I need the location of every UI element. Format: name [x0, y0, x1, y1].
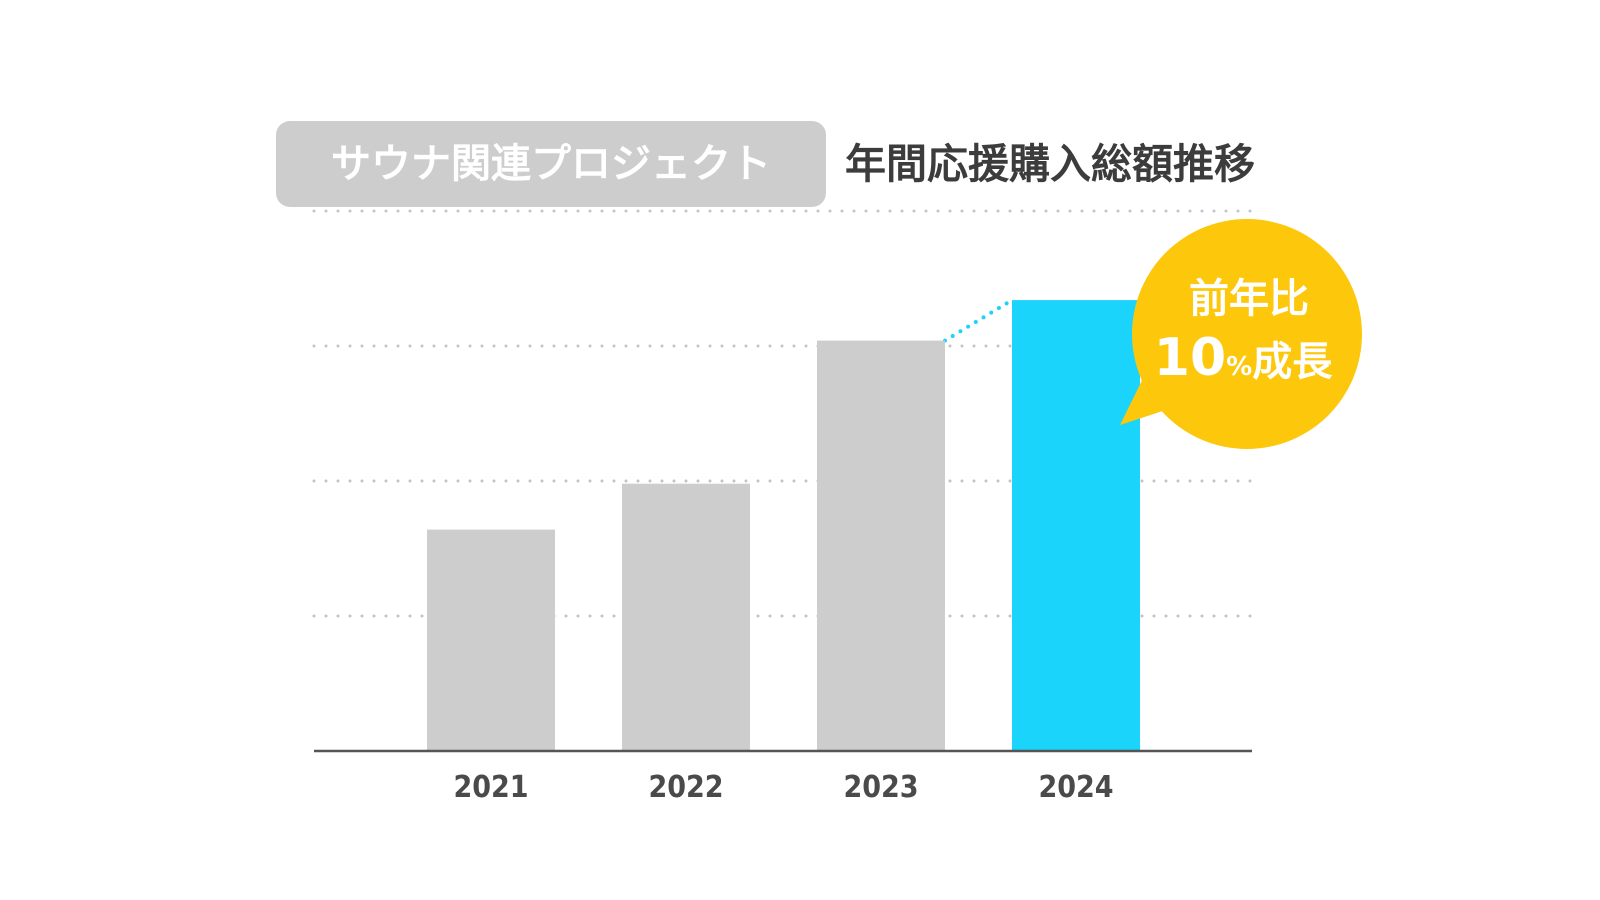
title-tag: サウナ関連プロジェクト: [331, 141, 771, 187]
callout-number: 10: [1154, 328, 1226, 388]
growth-callout: 前年比 10%成長: [1120, 219, 1362, 449]
growth-connector-line: [943, 298, 1014, 343]
bar-2024: [1012, 300, 1140, 751]
chart-title: サウナ関連プロジェクト 年間応援購入総額推移: [276, 121, 1255, 207]
title-tag-background: [276, 121, 826, 207]
x-tick-label-2023: 2023: [843, 770, 918, 805]
x-tick-labels: 2021 2022 2023 2024: [453, 770, 1113, 805]
bar-2021: [427, 529, 555, 751]
bars: [427, 300, 1140, 751]
title-main: 年間応援購入総額推移: [845, 140, 1255, 188]
x-tick-label-2024: 2024: [1038, 770, 1113, 805]
x-tick-label-2021: 2021: [453, 770, 528, 805]
callout-circle: [1132, 219, 1362, 449]
bar-2022: [622, 483, 750, 751]
callout-text: 成長: [1252, 339, 1333, 385]
bar-2023: [817, 340, 945, 751]
callout-line2: 10%成長: [1154, 328, 1333, 388]
callout-line1: 前年比: [1189, 276, 1309, 322]
x-tick-label-2022: 2022: [648, 770, 723, 805]
callout-percent: %: [1226, 352, 1252, 382]
